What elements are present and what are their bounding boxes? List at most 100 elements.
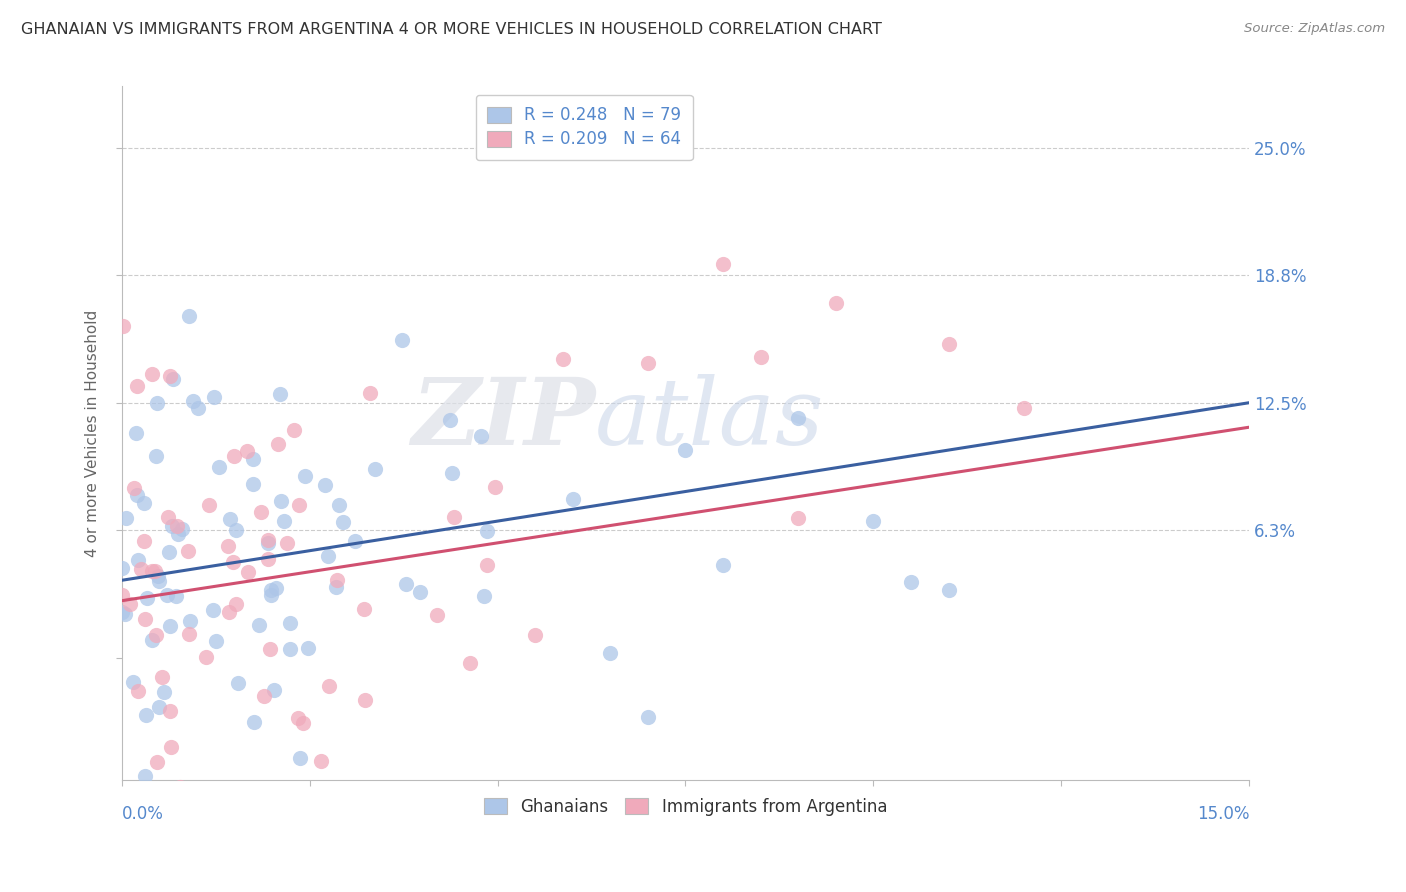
Point xyxy=(256,535,278,549)
Point xyxy=(263,683,285,698)
Point xyxy=(141,564,163,578)
Point xyxy=(824,296,846,310)
Point xyxy=(561,492,583,507)
Point xyxy=(135,707,157,722)
Point xyxy=(292,716,315,731)
Point xyxy=(257,552,280,566)
Point xyxy=(325,580,347,594)
Point xyxy=(150,670,173,684)
Legend: Ghanaians, Immigrants from Argentina: Ghanaians, Immigrants from Argentina xyxy=(475,789,896,824)
Point xyxy=(148,574,170,588)
Text: GHANAIAN VS IMMIGRANTS FROM ARGENTINA 4 OR MORE VEHICLES IN HOUSEHOLD CORRELATIO: GHANAIAN VS IMMIGRANTS FROM ARGENTINA 4 … xyxy=(21,22,882,37)
Point xyxy=(111,605,134,619)
Point xyxy=(553,351,575,366)
Point xyxy=(148,569,170,583)
Point xyxy=(353,692,375,706)
Point xyxy=(222,449,245,463)
Point xyxy=(264,582,287,596)
Point xyxy=(132,533,155,548)
Point xyxy=(222,555,245,569)
Point xyxy=(170,522,193,536)
Point xyxy=(749,350,772,364)
Point xyxy=(475,558,498,573)
Point xyxy=(177,309,200,323)
Point xyxy=(278,616,301,631)
Point xyxy=(484,481,506,495)
Point xyxy=(112,319,135,334)
Point xyxy=(675,442,697,457)
Point xyxy=(938,582,960,597)
Point xyxy=(179,626,201,640)
Point xyxy=(157,545,180,559)
Text: Source: ZipAtlas.com: Source: ZipAtlas.com xyxy=(1244,22,1385,36)
Point xyxy=(225,597,247,611)
Point xyxy=(460,657,482,671)
Point xyxy=(316,549,339,564)
Point xyxy=(787,411,810,425)
Point xyxy=(135,591,157,606)
Point xyxy=(318,680,340,694)
Point xyxy=(276,536,298,550)
Point xyxy=(288,499,311,513)
Point xyxy=(145,628,167,642)
Point xyxy=(197,498,219,512)
Point xyxy=(127,684,149,698)
Point xyxy=(162,372,184,386)
Point xyxy=(441,467,464,481)
Point xyxy=(443,510,465,524)
Point xyxy=(250,505,273,519)
Y-axis label: 4 or more Vehicles in Household: 4 or more Vehicles in Household xyxy=(86,310,100,557)
Point xyxy=(599,646,621,660)
Point xyxy=(131,562,153,576)
Point xyxy=(187,401,209,416)
Point xyxy=(1012,401,1035,415)
Text: 15.0%: 15.0% xyxy=(1197,805,1249,822)
Point xyxy=(637,709,659,723)
Point xyxy=(260,588,283,602)
Point xyxy=(201,603,224,617)
Point xyxy=(225,524,247,538)
Point xyxy=(218,605,240,619)
Point xyxy=(205,634,228,648)
Point xyxy=(364,462,387,476)
Point xyxy=(325,573,347,587)
Point xyxy=(938,336,960,351)
Point xyxy=(309,754,332,768)
Point xyxy=(226,676,249,690)
Point xyxy=(270,493,292,508)
Point xyxy=(273,514,295,528)
Point xyxy=(242,714,264,729)
Point xyxy=(159,705,181,719)
Point xyxy=(122,481,145,495)
Point xyxy=(125,425,148,440)
Point xyxy=(711,558,734,573)
Point xyxy=(207,883,229,892)
Point xyxy=(249,618,271,632)
Point xyxy=(711,257,734,271)
Text: ZIP: ZIP xyxy=(411,375,595,465)
Point xyxy=(283,423,305,437)
Point xyxy=(242,452,264,467)
Point xyxy=(259,641,281,656)
Point xyxy=(426,608,449,623)
Text: 0.0%: 0.0% xyxy=(122,805,163,822)
Point xyxy=(111,588,134,602)
Point xyxy=(207,460,229,475)
Point xyxy=(257,533,280,547)
Point xyxy=(141,367,163,381)
Point xyxy=(353,602,375,616)
Point xyxy=(114,607,136,621)
Point xyxy=(148,700,170,714)
Point xyxy=(145,755,167,769)
Point xyxy=(359,385,381,400)
Point xyxy=(194,649,217,664)
Point xyxy=(122,675,145,690)
Point xyxy=(159,369,181,384)
Point xyxy=(343,534,366,549)
Point xyxy=(141,632,163,647)
Point xyxy=(115,511,138,525)
Point xyxy=(637,356,659,370)
Point xyxy=(160,518,183,533)
Text: atlas: atlas xyxy=(595,375,825,465)
Point xyxy=(167,527,190,541)
